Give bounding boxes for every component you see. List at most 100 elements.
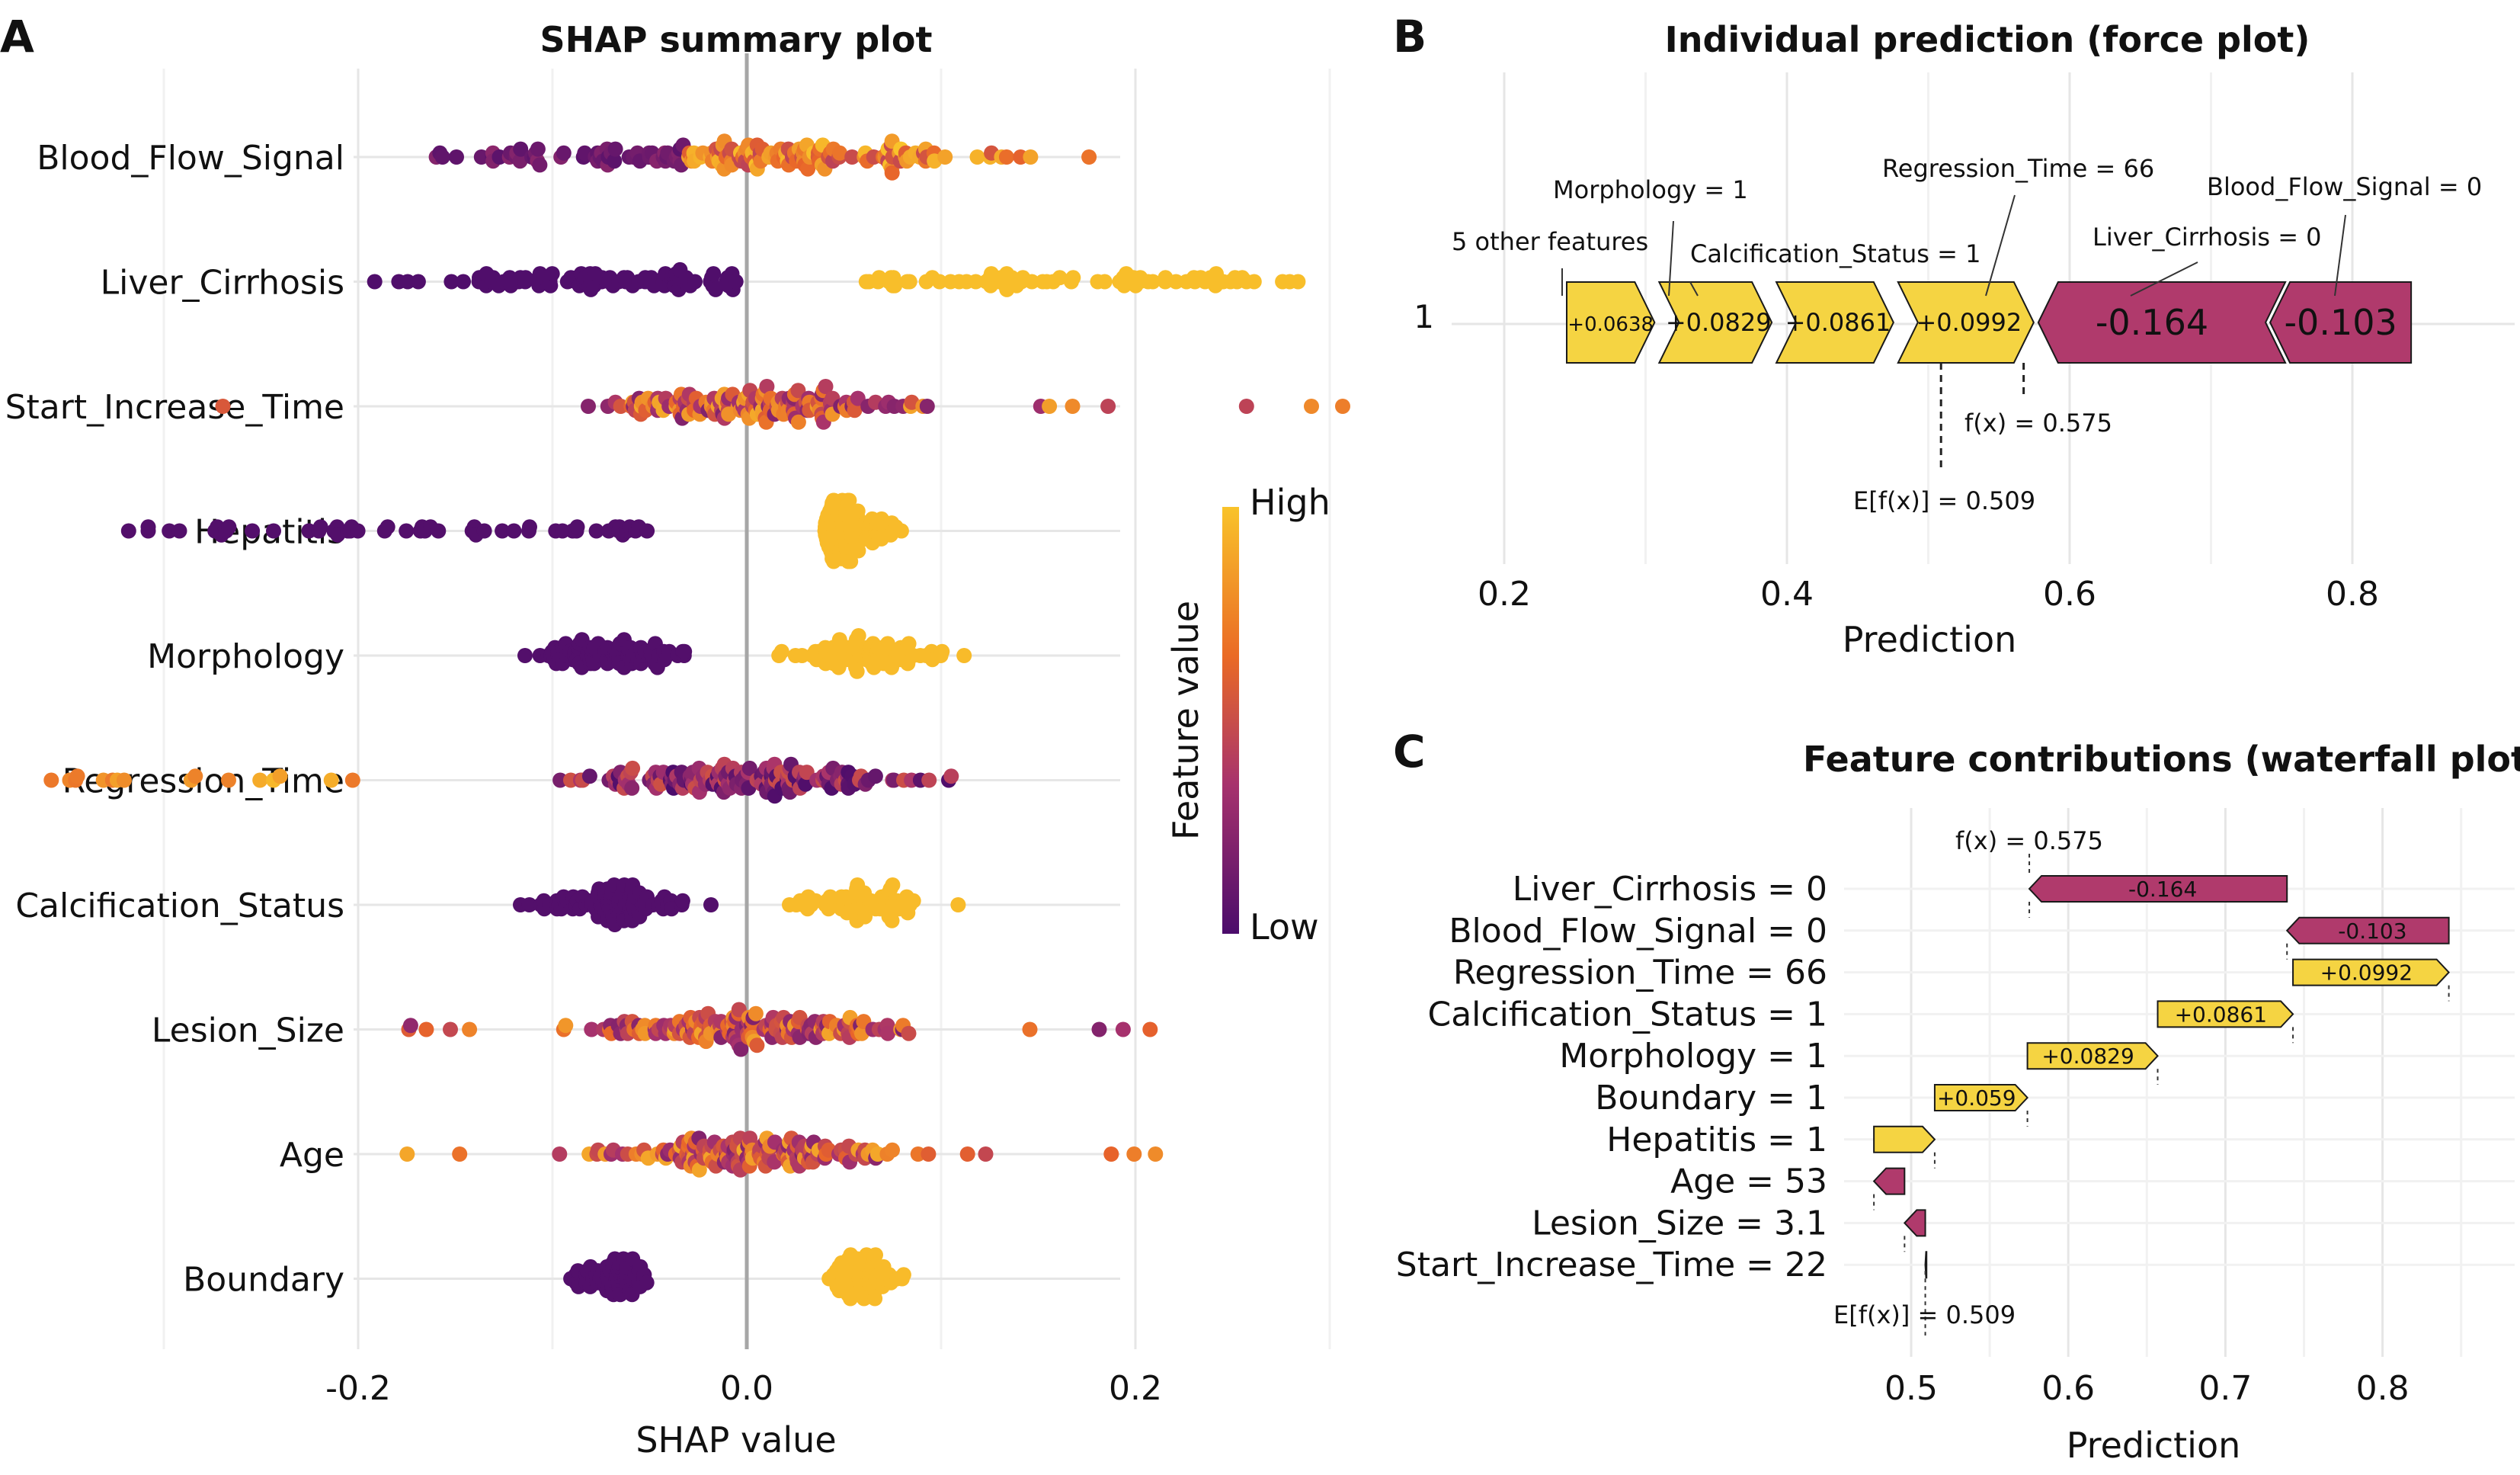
waterfall-bar: [2028, 875, 2288, 903]
waterfall-feature-label: Morphology = 1: [1559, 1037, 1827, 1076]
waterfall-feature-label: Lesion_Size = 3.1: [1532, 1204, 1827, 1243]
shap-point: [677, 643, 693, 659]
shap-point: [221, 519, 237, 535]
shap-point: [921, 1146, 937, 1162]
shap-point: [821, 901, 837, 917]
shap-point: [252, 772, 268, 788]
panel-a-letter: A: [0, 11, 34, 63]
shap-point: [708, 281, 724, 297]
shap-point: [1103, 1146, 1119, 1162]
force-feature-label: 5 other features: [1452, 227, 1648, 256]
shap-point: [462, 1021, 478, 1037]
force-value-label: +0.0992: [1916, 308, 2022, 337]
shap-point: [449, 149, 464, 165]
shap-point: [703, 897, 719, 912]
shap-point: [221, 772, 236, 788]
force-leader-line: [2334, 214, 2346, 297]
waterfall-value-label: +0.059: [1937, 1085, 2016, 1111]
waterfall-value-label: -0.164: [2128, 877, 2197, 902]
waterfall-bar: [1872, 1167, 1906, 1195]
shap-point: [1065, 399, 1081, 414]
shap-point: [584, 1021, 600, 1037]
panel-b: +0.0638 5 other features +0.0829 Morphology…: [1393, 11, 2515, 660]
panel-c-efx-label: E[f(x)] = 0.509: [1833, 1300, 2016, 1329]
shap-point: [998, 149, 1014, 165]
waterfall-bar: [1903, 1209, 1926, 1237]
shap-point: [476, 523, 492, 539]
shap-point: [517, 648, 533, 663]
force-segment: [2037, 281, 2287, 364]
shap-point: [1022, 1021, 1038, 1037]
shap-point: [794, 648, 810, 663]
feature-label: Lesion_Size: [152, 1012, 344, 1050]
shap-point: [1126, 1146, 1142, 1162]
shap-point: [625, 760, 641, 776]
shap-point: [552, 1146, 568, 1162]
feature-row: Age: [280, 1130, 1164, 1178]
force-leader-line: [2130, 261, 2198, 297]
shap-point: [522, 519, 537, 535]
feature-label: Calcification_Status: [15, 887, 344, 925]
shap-point: [410, 274, 426, 290]
shap-point: [69, 768, 85, 784]
waterfall-bar: [2157, 1000, 2294, 1028]
shap-point: [841, 492, 857, 508]
shap-point: [1052, 270, 1068, 286]
shap-point: [741, 760, 757, 776]
shap-point: [543, 277, 559, 293]
shap-point: [901, 636, 917, 652]
shap-point: [1246, 274, 1262, 290]
waterfall-feature-label: Regression_Time = 66: [1453, 954, 1827, 992]
panel-a-x-axis-label: SHAP value: [636, 1419, 836, 1461]
shap-point: [843, 553, 859, 569]
shap-point: [748, 1005, 764, 1021]
x-tick-label: 0.5: [1884, 1369, 1938, 1408]
shap-point: [1115, 1021, 1131, 1037]
shap-point: [905, 893, 921, 909]
panel-b-x-axis-label: Prediction: [1843, 619, 2017, 660]
shap-point: [512, 153, 528, 169]
x-tick-label: -0.2: [325, 1369, 391, 1408]
waterfall-bar: [2026, 1042, 2159, 1070]
shap-point: [943, 768, 959, 784]
shap-point: [1142, 1021, 1158, 1037]
shap-point: [850, 543, 866, 559]
colorbar-high-label: High: [1250, 482, 1330, 523]
shap-point: [1081, 149, 1097, 165]
shap-point: [879, 636, 895, 652]
colorbar-gradient: [1222, 507, 1239, 934]
feature-label: Boundary: [183, 1261, 344, 1300]
shap-point: [1024, 274, 1040, 290]
feature-row: Lesion_Size: [152, 1002, 1158, 1057]
waterfall-value-label: +0.0992: [2320, 960, 2413, 986]
shap-point: [556, 145, 572, 161]
shap-point: [639, 1275, 655, 1291]
force-feature-label: Blood_Flow_Signal = 0: [2207, 172, 2482, 201]
panel-c-waterfall-bars: Liver_Cirrhosis = 0 -0.164 Blood_Flow_Sign…: [1396, 854, 2450, 1336]
shap-point: [959, 1146, 975, 1162]
feature-row: Start_Increase_Time: [5, 379, 1350, 430]
shap-point: [517, 270, 533, 286]
shap-point: [552, 772, 568, 788]
shap-point: [850, 503, 866, 519]
shap-point: [530, 141, 546, 157]
shap-point: [1023, 149, 1039, 165]
waterfall-feature-label: Liver_Cirrhosis = 0: [1513, 870, 1827, 909]
panel-b-efx-label: E[f(x)] = 0.509: [1853, 486, 2035, 515]
force-feature-label: Morphology = 1: [1553, 175, 1748, 204]
shap-point: [885, 1142, 900, 1158]
shap-point: [790, 414, 806, 430]
waterfall-bar: [2292, 958, 2450, 986]
shap-point: [728, 274, 744, 290]
feature-label: Start_Increase_Time: [5, 388, 344, 427]
shap-point: [1100, 399, 1116, 414]
shap-point: [931, 274, 947, 290]
shap-point: [607, 141, 623, 157]
panel-b-force-segments: +0.0638 5 other features +0.0829 Morphology…: [1452, 154, 2482, 473]
shap-point: [452, 1146, 468, 1162]
shap-point: [272, 768, 288, 784]
shap-point: [1065, 270, 1081, 286]
shap-point: [215, 399, 231, 414]
shap-point: [1097, 274, 1113, 290]
feature-row: Morphology: [147, 628, 972, 679]
